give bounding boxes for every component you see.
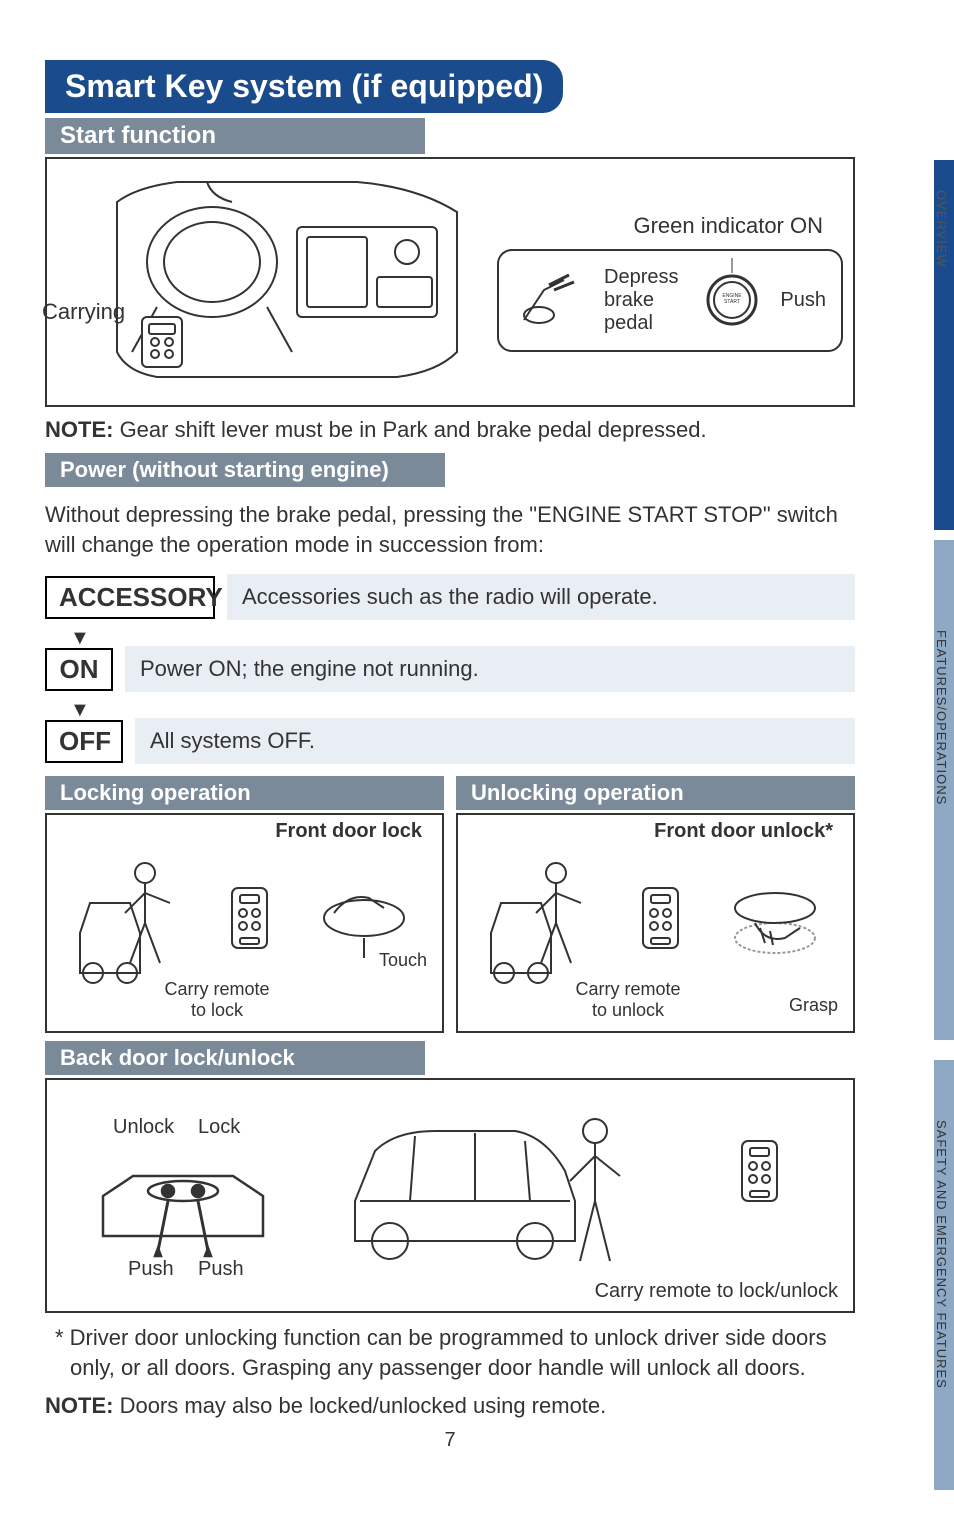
door-handle-grasp-icon [725,883,825,963]
off-mode-box: OFF [45,720,123,763]
note2-text: Doors may also be locked/unlocked using … [113,1393,606,1418]
unlocking-header: Unlocking operation [456,776,855,810]
person-car-unlock-icon [486,853,596,993]
footnote: * Driver door unlocking function can be … [55,1323,855,1382]
start-note: NOTE: Gear shift lever must be in Park a… [45,417,855,443]
note2-label: NOTE: [45,1393,113,1418]
power-intro: Without depressing the brake pedal, pres… [45,500,855,559]
accessory-desc: Accessories such as the radio will opera… [227,574,855,620]
off-desc: All systems OFF. [135,718,855,764]
push-unlock-label: Push [128,1258,174,1281]
unlock-button-label: Unlock [113,1116,174,1139]
depress-label: Depress brake pedal [604,266,685,335]
carrying-label: Carrying [42,299,125,325]
green-indicator-label: Green indicator ON [497,213,823,239]
remote-unlock-icon [633,883,688,963]
carry-backdoor-label: Carry remote to lock/unlock [595,1280,838,1303]
push-label: Push [780,289,826,312]
unlocking-diagram: Front door unlock* Carry remote to unloc… [456,813,855,1033]
note2: NOTE: Doors may also be locked/unlocked … [45,1393,855,1419]
on-desc: Power ON; the engine not running. [125,646,855,692]
push-start-inset: Depress brake pedal ENGINESTART Push [497,249,843,352]
start-diagram: Carrying Green indicator ON [45,157,855,407]
main-title: Smart Key system (if equipped) [45,60,563,113]
push-lock-label: Push [198,1258,244,1281]
backdoor-buttons-icon [93,1136,273,1276]
note-text: Gear shift lever must be in Park and bra… [113,417,706,442]
dashboard-illustration [57,172,477,392]
lock-button-label: Lock [198,1116,240,1139]
tab-overview[interactable]: OVERVIEW [929,170,954,288]
start-function-header: Start function [45,118,425,154]
carry-unlock-label: Carry remote to unlock [573,979,683,1021]
engine-start-button-icon: ENGINESTART [705,273,760,328]
tab-safety[interactable]: SAFETY AND EMERGENCY FEATURES [929,1100,954,1409]
backdoor-header: Back door lock/unlock [45,1041,425,1075]
locking-header: Locking operation [45,776,444,810]
touch-label: Touch [379,950,427,971]
remote-lock-icon [222,883,277,963]
svg-text:START: START [724,299,740,305]
accessory-mode-box: ACCESSORY [45,576,215,619]
carry-lock-label: Carry remote to lock [162,979,272,1021]
power-header: Power (without starting engine) [45,453,445,487]
tab-features[interactable]: FEATURES/OPERATIONS [929,610,954,825]
note-label: NOTE: [45,417,113,442]
side-tabs: OVERVIEW FEATURES/OPERATIONS SAFETY AND … [904,0,954,1527]
backdoor-diagram: Unlock Lock Push Push Carry remote to lo… [45,1078,855,1313]
grasp-label: Grasp [789,995,838,1016]
person-minivan-icon [335,1101,655,1291]
front-door-unlock-title: Front door unlock* [654,820,843,843]
page-number: 7 [45,1429,855,1452]
remote-backdoor-icon [732,1136,787,1216]
front-door-lock-title: Front door lock [275,820,432,843]
brake-pedal-icon [514,270,584,330]
person-car-lock-icon [75,853,185,993]
on-mode-box: ON [45,648,113,691]
locking-diagram: Front door lock Carry remote to lock Tou… [45,813,444,1033]
